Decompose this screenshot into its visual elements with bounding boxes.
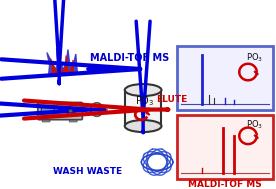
Polygon shape (61, 50, 71, 74)
Text: PO$_3$: PO$_3$ (135, 95, 155, 108)
FancyBboxPatch shape (69, 117, 77, 122)
Polygon shape (67, 54, 78, 74)
FancyBboxPatch shape (42, 117, 50, 122)
FancyBboxPatch shape (177, 46, 272, 110)
Text: MALDI-TOF MS: MALDI-TOF MS (89, 53, 169, 63)
Polygon shape (57, 54, 63, 74)
Text: PO$_3$: PO$_3$ (246, 119, 263, 131)
Ellipse shape (125, 84, 161, 96)
FancyBboxPatch shape (38, 102, 82, 120)
Text: ELUTE: ELUTE (156, 94, 188, 104)
Polygon shape (68, 60, 73, 74)
Circle shape (69, 110, 72, 113)
FancyBboxPatch shape (41, 108, 54, 115)
Ellipse shape (125, 120, 161, 132)
FancyBboxPatch shape (177, 115, 272, 179)
Polygon shape (51, 59, 57, 74)
Text: MALDI-TOF MS: MALDI-TOF MS (188, 180, 262, 189)
Polygon shape (63, 56, 68, 74)
Polygon shape (47, 53, 59, 74)
Text: WASH WASTE: WASH WASTE (53, 167, 122, 176)
Polygon shape (55, 48, 65, 74)
Circle shape (66, 107, 75, 115)
Polygon shape (125, 90, 161, 126)
Text: PO$_3$: PO$_3$ (246, 52, 263, 64)
